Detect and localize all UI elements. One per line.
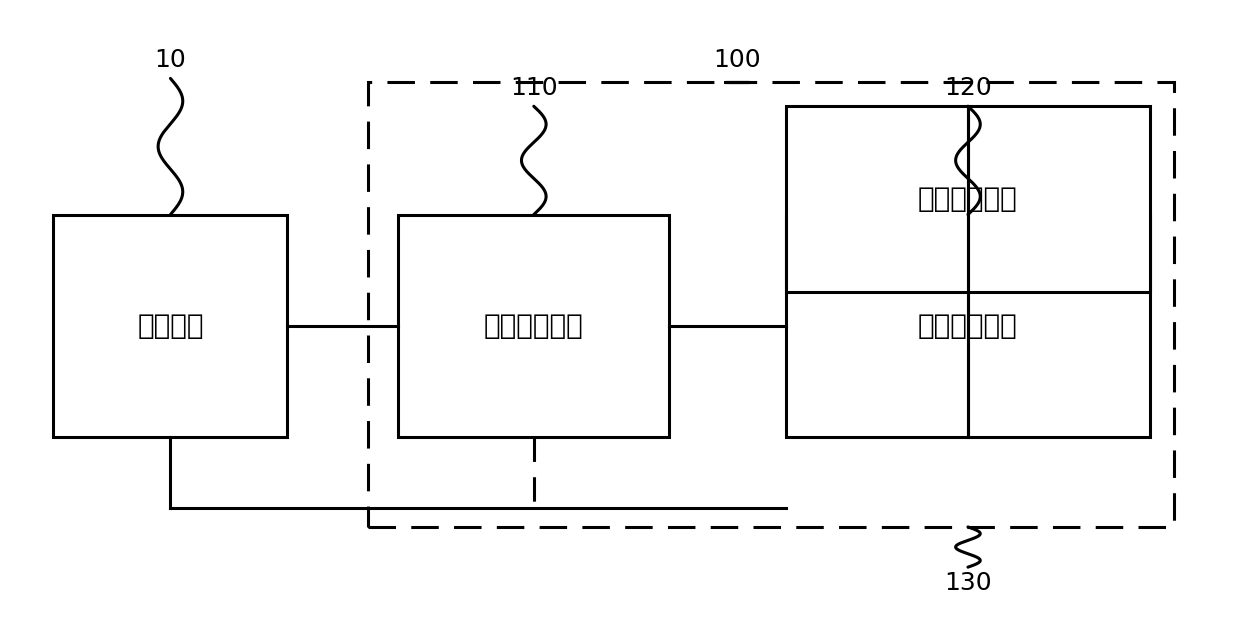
Text: 120: 120 bbox=[944, 76, 992, 100]
Text: 130: 130 bbox=[944, 571, 992, 594]
Text: 待测电路: 待测电路 bbox=[138, 312, 203, 340]
Bar bbox=[786, 214, 1149, 437]
Bar bbox=[53, 214, 288, 437]
Text: 补偿触发电路: 补偿触发电路 bbox=[918, 312, 1018, 340]
Text: 110: 110 bbox=[510, 76, 558, 100]
Text: 漏电补偿电路: 漏电补偿电路 bbox=[918, 185, 1018, 213]
Text: 100: 100 bbox=[713, 48, 761, 72]
Text: 10: 10 bbox=[155, 48, 186, 72]
Bar bbox=[398, 214, 670, 437]
Bar bbox=[367, 82, 1174, 527]
Bar bbox=[786, 106, 1149, 292]
Text: 漏电检测电路: 漏电检测电路 bbox=[484, 312, 584, 340]
